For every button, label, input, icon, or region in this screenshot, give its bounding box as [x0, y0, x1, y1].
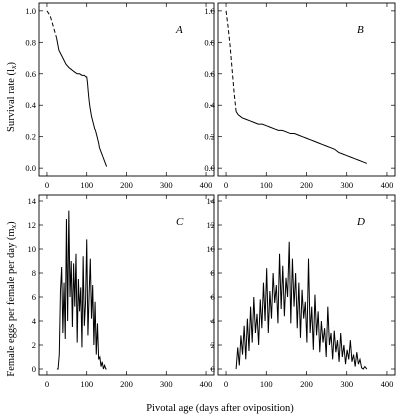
y-tick-label-a-0.2: 0.2	[25, 132, 36, 142]
series-c	[56, 210, 107, 370]
y-axis-title-fecundity-main: Female eggs per female per day (m	[6, 228, 17, 376]
y-axis-title-fecundity-sub: x	[9, 224, 18, 229]
y-axis-title-fecundity-end: )	[6, 221, 17, 225]
y-tick-label-d-6: 6	[211, 292, 215, 302]
x-tick-label-c-400: 400	[200, 379, 213, 389]
panel-c-frame	[38, 194, 215, 376]
x-tick-label-c-300: 300	[160, 379, 173, 389]
y-tick-label-c-12: 12	[28, 220, 37, 230]
panel-b-letter: B	[357, 24, 364, 36]
x-tick-label-a-400: 400	[200, 180, 213, 190]
y-tick-label-c-2: 2	[32, 340, 36, 350]
x-tick-label-c-100: 100	[80, 379, 93, 389]
x-tick-label-a-100: 100	[80, 180, 93, 190]
x-tick-label-b-200: 200	[300, 180, 313, 190]
panel-b: 0 100 200 300 400 0.0 0.2 0.4 0.6 0.8 1.0 B	[204, 2, 396, 190]
series-a-dashed	[46, 10, 57, 38]
x-tick-label-d-300: 300	[340, 379, 353, 389]
x-tick-label-d-200: 200	[300, 379, 313, 389]
panel-d-frame	[217, 194, 396, 376]
y-tick-label-c-6: 6	[32, 292, 36, 302]
panel-a-letter: A	[175, 24, 183, 36]
x-tick-label-c-200: 200	[120, 379, 133, 389]
x-tick-label-b-100: 100	[260, 180, 273, 190]
y-tick-label-b-0.4: 0.4	[204, 100, 215, 110]
panel-a-frame	[38, 2, 215, 177]
x-tick-label-a-200: 200	[120, 180, 133, 190]
y-tick-label-c-0: 0	[32, 364, 36, 374]
x-tick-label-d-400: 400	[381, 379, 394, 389]
y-tick-label-a-0.8: 0.8	[25, 37, 36, 47]
x-tick-label-a-300: 300	[160, 180, 173, 190]
panel-a: 0 100 200 300 400 0.0 0.2 0.4 0.6 0.8 1.0 A	[25, 2, 215, 190]
y-axis-title-survival-main: Survival rate (l	[6, 69, 17, 132]
x-axis-title: Pivotal age (days after oviposition)	[146, 403, 294, 414]
x-tick-label-b-300: 300	[340, 180, 353, 190]
y-tick-label-a-1: 1.0	[25, 6, 36, 16]
x-tick-label-c-0: 0	[45, 379, 49, 389]
y-tick-label-d-0: 0	[211, 364, 215, 374]
y-tick-label-d-12: 12	[207, 220, 216, 230]
x-tick-label-b-400: 400	[381, 180, 394, 190]
panel-c-letter: C	[176, 216, 184, 228]
y-tick-label-b-0.6: 0.6	[204, 69, 215, 79]
y-tick-label-b-1: 1.0	[204, 6, 215, 16]
y-tick-label-a-0.4: 0.4	[25, 100, 36, 110]
y-tick-label-b-0.8: 0.8	[204, 37, 215, 47]
panel-d-letter: D	[356, 216, 365, 228]
y-tick-label-a-0: 0.0	[25, 163, 36, 173]
y-tick-label-c-10: 10	[28, 244, 37, 254]
series-d	[235, 241, 368, 370]
panel-b-frame	[217, 2, 396, 177]
x-tick-label-d-100: 100	[260, 379, 273, 389]
y-axis-title-survival: Survival rate (lx)	[6, 61, 18, 132]
x-tick-label-d-0: 0	[224, 379, 228, 389]
y-axis-title-survival-end: )	[6, 61, 17, 65]
x-tick-label-b-0: 0	[224, 180, 228, 190]
y-axis-title-survival-sub: x	[9, 65, 18, 70]
y-tick-label-c-14: 14	[28, 196, 37, 206]
y-tick-label-d-14: 14	[207, 196, 216, 206]
y-tick-label-a-0.6: 0.6	[25, 69, 36, 79]
y-tick-label-c-8: 8	[32, 268, 36, 278]
panel-d: 0 100 200 300 400 0 2 4 6 8 10 12 14 D	[207, 194, 396, 389]
series-a	[56, 37, 108, 167]
series-b-dashed	[225, 10, 237, 112]
y-tick-label-b-0: 0.0	[204, 163, 215, 173]
y-tick-label-d-2: 2	[211, 340, 215, 350]
series-b	[235, 111, 368, 164]
y-tick-label-c-4: 4	[32, 316, 37, 326]
x-tick-label-a-0: 0	[45, 180, 49, 190]
y-axis-title-fecundity: Female eggs per female per day (mx)	[6, 221, 18, 377]
y-tick-label-d-10: 10	[207, 244, 216, 254]
y-tick-label-b-0.2: 0.2	[204, 132, 215, 142]
y-tick-label-d-8: 8	[211, 268, 215, 278]
y-tick-label-d-4: 4	[211, 316, 216, 326]
